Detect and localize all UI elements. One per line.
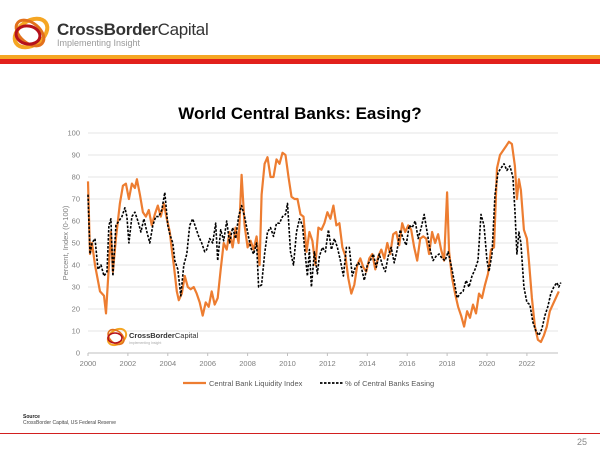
crossborder-logo-icon — [12, 16, 50, 50]
page-number: 25 — [576, 437, 587, 447]
legend-label-liquidity: Central Bank Liquidity Index — [209, 379, 303, 388]
y-tick-label: 80 — [72, 173, 80, 182]
y-tick-label: 60 — [72, 217, 80, 226]
x-tick-label: 2004 — [159, 359, 176, 368]
header-red-bar — [0, 59, 600, 64]
chart-watermark-logo: CrossBorderCapital Implementing Insight — [106, 327, 199, 347]
x-tick-label: 2000 — [80, 359, 97, 368]
watermark-brand-bold: CrossBorder — [129, 331, 175, 340]
series-group — [86, 140, 562, 344]
x-tick-label: 2010 — [279, 359, 296, 368]
slide-header: CrossBorderCapital Implementing Insight — [0, 0, 600, 70]
y-tick-label: 70 — [72, 195, 80, 204]
watermark-logo-icon — [106, 327, 128, 347]
slide-title: World Central Banks: Easing? — [178, 104, 422, 123]
x-tick-labels: 2000 2002 2004 2006 2008 2010 2012 2014 2016 2018… — [80, 359, 536, 368]
brand-tagline: Implementing Insight — [57, 38, 141, 48]
y-tick-label: 30 — [72, 283, 80, 292]
watermark-brand-light: Capital — [175, 331, 199, 340]
x-tick-label: 2014 — [359, 359, 376, 368]
svg-text:CrossBorderCapital: CrossBorderCapital — [129, 331, 199, 340]
y-tick-label: 90 — [72, 151, 80, 160]
brand-name: CrossBorderCapital — [57, 20, 209, 39]
x-tick-label: 2002 — [120, 359, 137, 368]
y-tick-label: 10 — [72, 327, 80, 336]
legend: Central Bank Liquidity Index % of Centra… — [183, 379, 434, 388]
x-tick-label: 2006 — [199, 359, 216, 368]
x-tick-label: 2020 — [479, 359, 496, 368]
x-tick-label: 2022 — [519, 359, 536, 368]
x-tick-label: 2012 — [319, 359, 336, 368]
y-axis-label: Percent, Index (0-100) — [61, 205, 70, 280]
y-tick-labels: 0 10 20 30 40 50 60 70 80 90 100 — [67, 129, 80, 358]
y-tick-label: 100 — [67, 129, 80, 138]
series-line-liquidity-index — [86, 140, 560, 344]
y-tick-label: 50 — [72, 239, 80, 248]
header-orange-bar — [0, 55, 600, 59]
source-label: Source — [23, 414, 40, 420]
y-tick-label: 0 — [76, 349, 80, 358]
series-line-central-banks-easing — [87, 163, 562, 337]
y-tick-label: 20 — [72, 305, 80, 314]
y-tick-label: 40 — [72, 261, 80, 270]
source-text: CrossBorder Capital, US Federal Reserve — [23, 420, 117, 426]
legend-label-easing: % of Central Banks Easing — [345, 379, 434, 388]
watermark-tagline: Implementing Insight — [129, 341, 161, 345]
x-tick-label: 2008 — [239, 359, 256, 368]
x-tick-label: 2018 — [439, 359, 456, 368]
grid-lines — [87, 132, 558, 356]
footer-divider — [0, 433, 600, 434]
x-tick-label: 2016 — [399, 359, 416, 368]
